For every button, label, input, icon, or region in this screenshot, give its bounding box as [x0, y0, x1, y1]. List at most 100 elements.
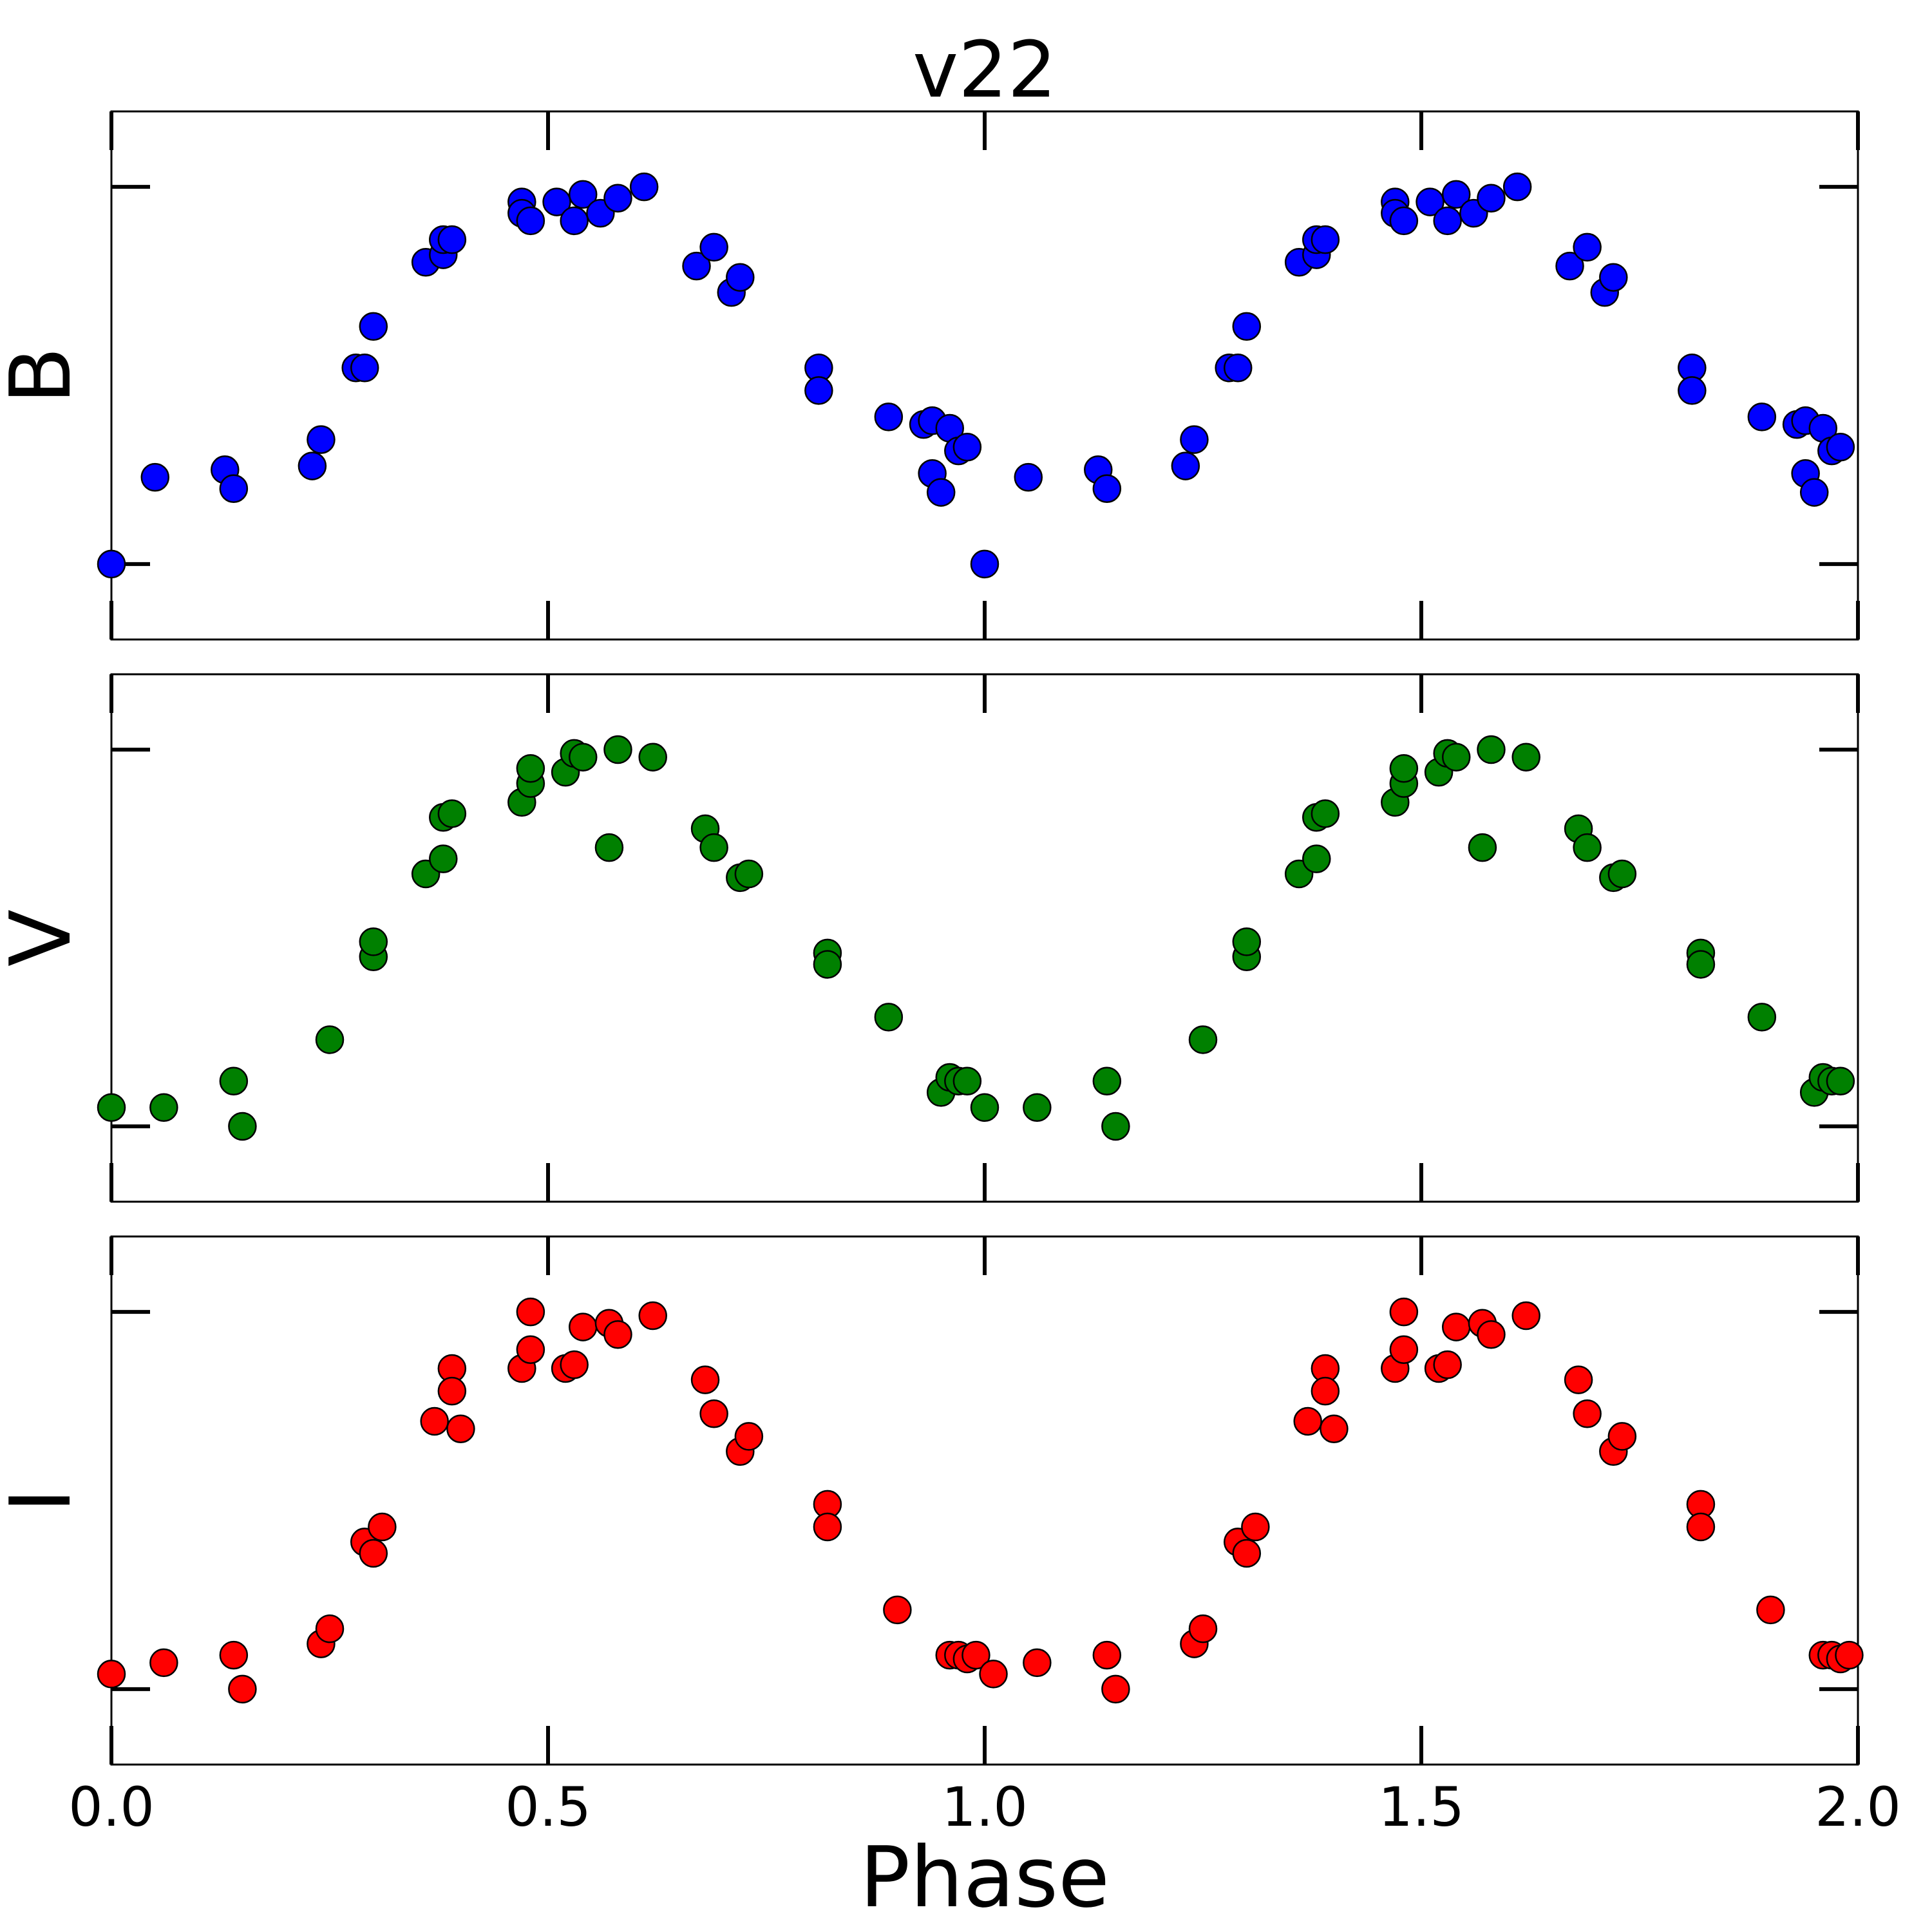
panel-b-data-point	[560, 206, 589, 236]
panel-b-data-point	[1171, 451, 1200, 480]
panel-i-data-point	[638, 1301, 667, 1331]
panel-v: V	[0, 673, 1860, 1203]
x-tick-label: 1.0	[942, 1776, 1028, 1839]
panel-i-data-point	[420, 1406, 449, 1436]
panel-v-data-point	[813, 950, 842, 979]
panel-b-data-point	[140, 462, 170, 492]
panel-v-data-point	[1686, 950, 1716, 979]
panel-b-data-point	[926, 478, 956, 507]
panel-b-data-point	[1311, 225, 1340, 254]
panel-v-data-point	[1477, 735, 1506, 764]
panel-v-data-point	[1188, 1025, 1218, 1054]
panel-b-data-point	[1232, 312, 1262, 341]
panel-v-data-point	[359, 927, 388, 956]
panel-b-data-point	[970, 549, 999, 579]
panel-b-data-point	[699, 232, 728, 262]
panel-i-data-point	[1320, 1414, 1349, 1443]
x-tick-label: 1.5	[1378, 1776, 1464, 1839]
panel-v-data-point	[1468, 833, 1497, 862]
panel-i-data-point	[1573, 1399, 1602, 1428]
panel-b-data-point	[1477, 184, 1506, 213]
panel-v-data-point	[603, 735, 632, 764]
panel-i-data-point	[516, 1297, 545, 1327]
panel-v-data-point	[1826, 1066, 1855, 1096]
panel-i-data-point	[1101, 1674, 1130, 1704]
panel-i-data-point	[1389, 1297, 1419, 1327]
panel-b-data-point	[726, 263, 755, 292]
x-axis-label: Phase	[860, 1828, 1110, 1926]
panel-i-data-point	[1607, 1422, 1637, 1451]
panel-i-data-point	[1232, 1539, 1262, 1568]
x-tick-label: 0.5	[505, 1776, 591, 1839]
panel-i-data-point	[1433, 1350, 1462, 1379]
panel-b-data-point	[219, 474, 249, 503]
panel-v-data-point	[699, 833, 728, 862]
panel-i-data-point	[516, 1335, 545, 1364]
panel-i-data-point	[1023, 1648, 1052, 1678]
panel-v-data-point	[1747, 1003, 1777, 1032]
panel-i-data-point	[149, 1648, 178, 1678]
panel-b-data-point	[298, 451, 327, 480]
panel-i-data-point	[961, 1640, 990, 1670]
panel-i-data-point	[603, 1320, 632, 1349]
panel-i-data-point	[1311, 1376, 1340, 1406]
panel-v-data-point	[1607, 859, 1637, 889]
panel-v-data-point	[516, 754, 545, 783]
panel-b-data-point	[1678, 376, 1707, 405]
panel-i-data-point	[1511, 1301, 1540, 1331]
panel-b-data-point	[1555, 251, 1584, 281]
panel-b-data-point	[804, 376, 833, 405]
panel-b-data-point	[1747, 402, 1777, 431]
panel-i-data-point	[1241, 1512, 1270, 1542]
panel-v-data-point	[1302, 844, 1331, 873]
panel-i-data-point	[734, 1422, 764, 1451]
panel-i-data-point	[437, 1376, 467, 1406]
panel-b-data-point	[1441, 180, 1471, 209]
panel-v-data-point	[874, 1003, 904, 1032]
panel-v-data-point	[315, 1025, 345, 1054]
panel-v-data-point	[1092, 1066, 1122, 1096]
panel-i-data-point	[883, 1595, 912, 1625]
panel-i-data-point	[1092, 1640, 1122, 1670]
panel-i-data-point	[219, 1640, 249, 1670]
panel-i-data-point	[1835, 1640, 1864, 1670]
panel-b-data-point	[1433, 206, 1462, 236]
panel-i-data-point	[1564, 1365, 1593, 1394]
panel-b-data-point	[1826, 433, 1855, 462]
panel-i-data-point	[359, 1539, 388, 1568]
panel-b-data-point	[542, 187, 571, 216]
panel-i-data-point	[1756, 1595, 1785, 1625]
panel-i-data-point	[1686, 1512, 1716, 1542]
panel-b-data-point	[1389, 206, 1419, 236]
panel-b-data-point	[516, 206, 545, 236]
panel-v-data-point	[97, 1093, 126, 1122]
panel-v-data-point	[1311, 799, 1340, 828]
panel-b-data-point	[1416, 187, 1444, 216]
panel-b-data-point	[1092, 474, 1122, 503]
panel-v-data-point	[1232, 927, 1262, 956]
panel-b-data-point	[568, 180, 598, 209]
panel-v-data-point	[638, 743, 667, 772]
panel-b-data-point	[97, 549, 126, 579]
panel-i-data-point	[568, 1312, 598, 1341]
panel-i-data-point	[690, 1365, 720, 1394]
panel-v-data-point	[228, 1112, 257, 1141]
panel-v-data-point	[1101, 1112, 1130, 1141]
panel-b-data-point	[629, 172, 659, 202]
panel-v-y-label: V	[0, 909, 90, 967]
panel-i-data-point	[1441, 1312, 1471, 1341]
panel-b-data-point	[1573, 232, 1602, 262]
panel-v-data-point	[1511, 743, 1540, 772]
panel-v-data-point	[734, 859, 764, 889]
panel-v-data-point	[1389, 754, 1419, 783]
panel-v-data-point	[568, 743, 598, 772]
panel-b-data-point	[1223, 354, 1253, 383]
panel-v-data-point	[429, 844, 458, 873]
panel-i-data-point	[1389, 1335, 1419, 1364]
panel-i-data-point	[1293, 1406, 1322, 1436]
panel-v-data-point	[219, 1066, 249, 1096]
panel-b-data-point	[952, 433, 982, 462]
panel-b-data-point	[1799, 478, 1829, 507]
panel-v-data-point	[1573, 833, 1602, 862]
